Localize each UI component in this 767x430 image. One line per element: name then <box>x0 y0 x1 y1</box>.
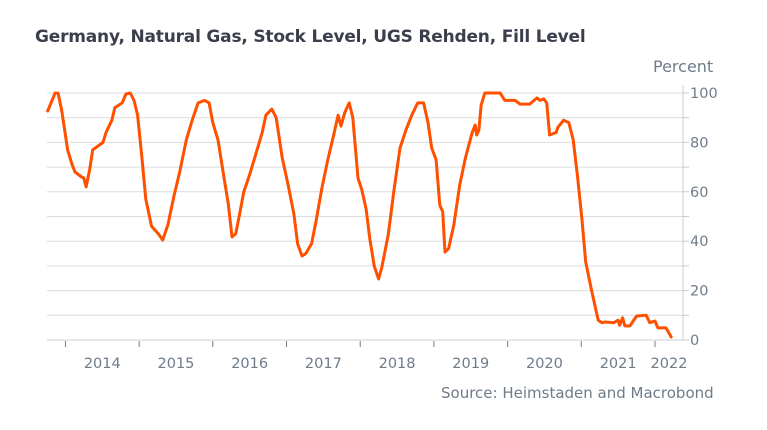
source-note: Source: Heimstaden and Macrobond <box>441 384 714 402</box>
axes <box>64 85 689 347</box>
y-tick-label: 100 <box>690 86 718 102</box>
x-tick-label: 2020 <box>526 356 563 372</box>
x-tick-label: 2019 <box>452 356 489 372</box>
tick-labels: 0 20 40 60 80 100 2014 2015 2016 2017 2018 2019 2020… <box>84 86 718 372</box>
fill-level-line <box>46 91 673 339</box>
x-tick-label: 2015 <box>158 356 195 372</box>
y-tick-label: 40 <box>690 234 708 250</box>
gridlines <box>47 92 683 341</box>
x-tick-label: 2014 <box>84 356 121 372</box>
chart-title: Germany, Natural Gas, Stock Level, UGS R… <box>35 27 586 47</box>
x-tick-label: 2018 <box>379 356 416 372</box>
y-tick-label: 20 <box>690 284 708 300</box>
x-tick-label: 2017 <box>305 356 342 372</box>
series-layer <box>46 91 673 339</box>
x-tick-label: 2021 <box>600 356 637 372</box>
y-axis-unit-label: Percent <box>653 57 714 76</box>
y-tick-label: 0 <box>690 333 699 349</box>
y-tick-label: 60 <box>690 185 708 201</box>
y-tick-label: 80 <box>690 135 708 151</box>
x-tick-label: 2016 <box>231 356 268 372</box>
x-tick-label: 2022 <box>651 356 688 372</box>
